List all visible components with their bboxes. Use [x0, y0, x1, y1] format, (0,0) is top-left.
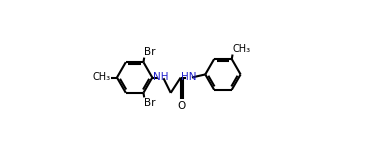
Text: HN: HN [182, 73, 197, 82]
Text: CH₃: CH₃ [233, 44, 251, 54]
Text: CH₃: CH₃ [92, 73, 111, 82]
Text: Br: Br [144, 98, 156, 108]
Text: NH: NH [153, 73, 168, 82]
Text: Br: Br [144, 47, 156, 57]
Text: O: O [178, 101, 186, 111]
